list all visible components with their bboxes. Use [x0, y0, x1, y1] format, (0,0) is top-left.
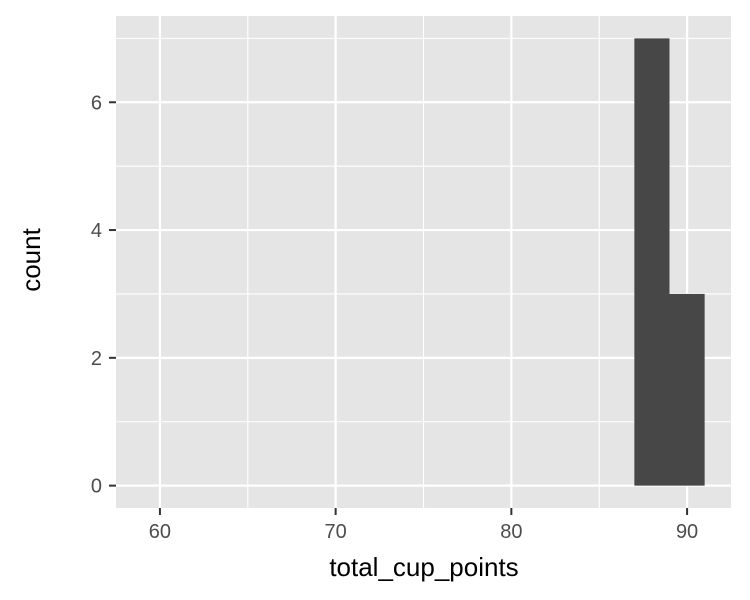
x-tick-label-70: 70 — [325, 521, 347, 543]
x-tick-label-60: 60 — [149, 521, 171, 543]
bar-1 — [669, 293, 705, 486]
bar-0 — [634, 38, 670, 486]
y-tick-label-0: 0 — [91, 476, 102, 498]
x-axis: 60 70 80 90 — [149, 508, 698, 543]
y-axis-title: count — [16, 227, 46, 291]
y-tick-label-2: 2 — [91, 348, 102, 370]
x-tick-label-90: 90 — [676, 521, 698, 543]
bars — [634, 38, 705, 486]
x-tick-label-80: 80 — [500, 521, 522, 543]
grid-minor — [116, 16, 731, 508]
x-axis-title: total_cup_points — [329, 552, 518, 582]
y-axis: 0 2 4 6 — [91, 92, 116, 498]
y-tick-label-4: 4 — [91, 220, 102, 242]
y-tick-label-6: 6 — [91, 92, 102, 114]
